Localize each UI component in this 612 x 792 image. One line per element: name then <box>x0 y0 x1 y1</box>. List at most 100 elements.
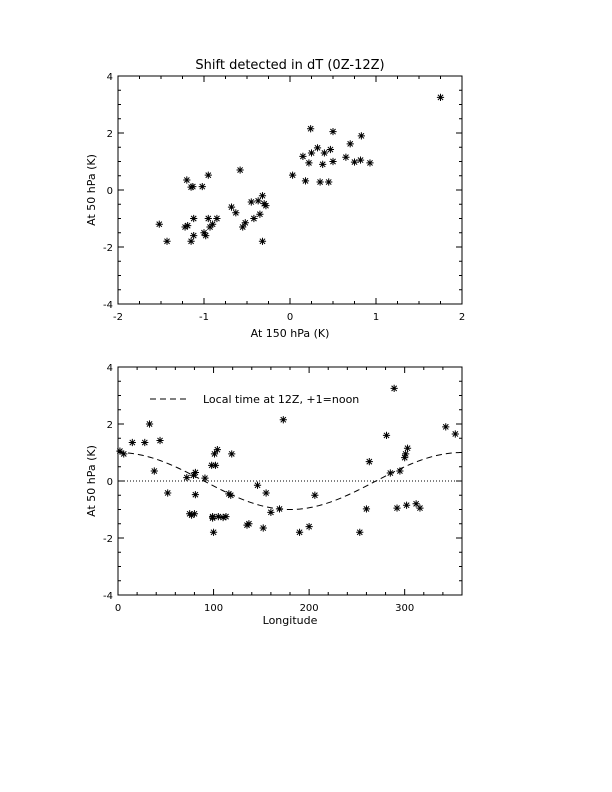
data-point <box>150 467 158 475</box>
data-point <box>256 210 264 218</box>
data-point <box>311 491 319 499</box>
data-point <box>356 156 365 164</box>
data-point <box>267 508 275 516</box>
data-point <box>342 153 350 161</box>
data-point <box>262 489 270 497</box>
data-point <box>436 93 445 101</box>
data-point <box>326 145 335 154</box>
y-axis-label: At 50 hPa (K) <box>85 154 98 226</box>
data-point <box>204 214 212 223</box>
data-point <box>201 474 209 482</box>
data-point <box>241 219 249 227</box>
data-point <box>362 505 371 513</box>
data-point <box>329 127 337 136</box>
data-point <box>210 450 219 458</box>
data-point <box>211 461 220 469</box>
y-tick-label: 0 <box>107 186 113 197</box>
data-point <box>209 220 217 228</box>
data-point <box>412 500 420 508</box>
data-point <box>258 192 267 200</box>
y-tick-label: 0 <box>107 477 113 488</box>
x-axis-label: At 150 hPa (K) <box>251 327 330 340</box>
data-point <box>183 473 191 482</box>
data-point <box>442 423 450 431</box>
data-point <box>390 384 398 392</box>
data-point <box>190 232 198 240</box>
data-point <box>299 152 307 160</box>
data-point <box>250 214 258 223</box>
x-tick-label: 300 <box>395 603 414 614</box>
data-point <box>393 504 401 512</box>
data-point <box>320 149 328 157</box>
data-point <box>254 197 262 205</box>
data-point <box>245 520 253 528</box>
data-points <box>155 93 445 245</box>
data-point <box>189 471 198 479</box>
data-point <box>214 513 222 521</box>
data-point <box>357 132 365 140</box>
x-tick-label: -1 <box>199 312 209 323</box>
x-tick-label: 100 <box>204 603 223 614</box>
tick-labels: 0 100 200 300 -4 -2 0 2 4 <box>103 363 414 614</box>
data-point <box>209 528 218 536</box>
data-point <box>356 528 364 536</box>
data-point <box>190 510 199 518</box>
data-point <box>319 160 327 168</box>
data-point <box>155 220 163 228</box>
data-point <box>232 209 240 217</box>
data-point <box>365 458 373 466</box>
data-point <box>208 461 216 469</box>
plot-frame <box>117 75 463 305</box>
data-point <box>189 182 197 191</box>
data-point <box>120 450 128 458</box>
data-point <box>187 183 195 191</box>
data-point <box>227 491 235 499</box>
data-point <box>164 489 172 497</box>
y-tick-label: -2 <box>103 243 113 254</box>
y-tick-label: 4 <box>107 363 113 374</box>
data-point <box>402 450 410 458</box>
y-tick-label: -4 <box>103 591 113 602</box>
data-point <box>200 229 208 237</box>
data-point <box>116 447 124 455</box>
data-point <box>307 125 315 133</box>
data-point <box>206 223 214 231</box>
data-point <box>145 420 154 428</box>
data-point <box>187 237 195 245</box>
x-tick-label: 0 <box>287 312 293 323</box>
data-point <box>275 505 284 513</box>
y-tick-label: -4 <box>103 300 113 311</box>
chart-title: Shift detected in dT (0Z-12Z) <box>195 58 384 73</box>
data-point <box>181 223 189 231</box>
y-tick-label: 4 <box>107 72 113 83</box>
data-point <box>141 438 149 447</box>
data-point <box>247 198 255 206</box>
data-point <box>213 446 221 454</box>
data-point <box>403 444 412 452</box>
data-point <box>350 158 359 166</box>
data-point <box>402 501 411 509</box>
data-point <box>204 171 212 179</box>
data-point <box>307 149 316 157</box>
y-tick-label: 2 <box>107 129 113 140</box>
y-axis-label: At 50 hPa (K) <box>85 445 98 517</box>
data-point <box>386 469 394 477</box>
data-point <box>295 528 304 536</box>
data-point <box>416 504 424 512</box>
data-point <box>451 430 459 438</box>
data-point <box>288 171 297 179</box>
data-point <box>209 514 217 522</box>
local-time-curve <box>117 452 463 511</box>
data-point <box>190 214 198 223</box>
data-point <box>228 450 236 458</box>
data-point <box>316 178 324 186</box>
data-point <box>184 222 192 230</box>
data-point <box>128 438 136 447</box>
data-point <box>346 140 354 148</box>
data-point <box>156 436 164 445</box>
data-point <box>313 144 322 152</box>
data-point <box>222 513 230 521</box>
x-tick-label: 0 <box>115 603 121 614</box>
data-point <box>401 454 409 462</box>
